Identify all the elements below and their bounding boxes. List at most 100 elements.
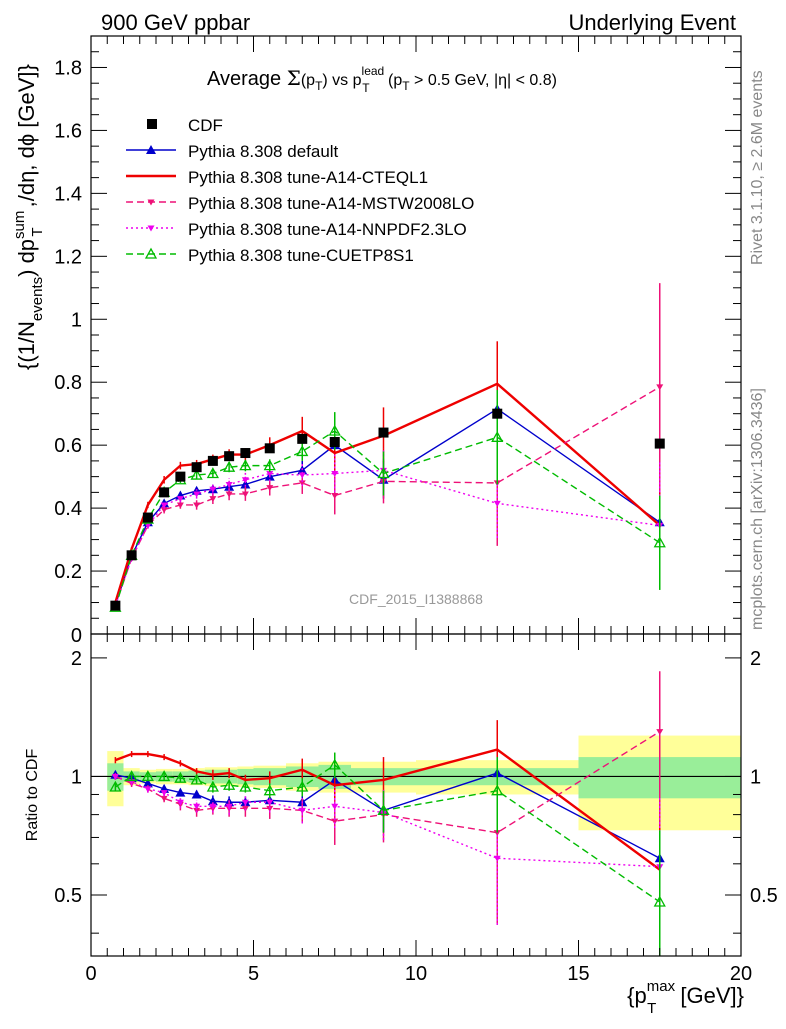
chart-title: Average Σ(pT) vs plead T (pT > 0.5 GeV, |…: [207, 64, 557, 95]
y-zero-label: 0: [71, 625, 82, 647]
cdf-data-point: [329, 437, 340, 448]
series-ratio-point: [144, 786, 152, 793]
legend-marker-2: [147, 199, 155, 206]
legend-marker-3: [147, 225, 155, 232]
cdf-data-point: [159, 487, 170, 498]
series-ratio-point: [175, 787, 186, 797]
cdf-data-point: [224, 451, 235, 462]
x-axis-label: {pmax T [GeV]}: [627, 978, 744, 1017]
cdf-data-point: [191, 462, 202, 473]
series-point: [331, 470, 339, 477]
series-3: [111, 448, 664, 956]
series-point: [493, 500, 501, 507]
series-point: [331, 493, 339, 500]
cdf-data-point: [142, 512, 153, 523]
x-tick-label: 10: [405, 963, 427, 985]
series-ratio-point: [263, 784, 276, 796]
cdf-data-point: [264, 443, 275, 454]
cdf-data-point: [207, 455, 218, 466]
legend: CDF Pythia 8.308 default Pythia 8.308 tune…: [126, 116, 474, 265]
cdf-data-point: [175, 471, 186, 482]
series-point: [209, 486, 217, 493]
legend-label-1: Pythia 8.308 tune-A14-CTEQL1: [188, 168, 428, 187]
ratio-tick-label-left: 1: [71, 766, 82, 788]
legend-marker-cdf: [147, 119, 157, 129]
series-point: [653, 536, 666, 548]
series-ratio-point: [331, 803, 339, 810]
ratio-tick-label-left: 2: [71, 648, 82, 670]
series-point: [160, 502, 168, 509]
series-ratio-point: [160, 790, 168, 797]
cdf-data-point: [126, 550, 137, 561]
series-point: [328, 424, 341, 436]
legend-marker-4: [144, 247, 158, 259]
series-ratio-point: [298, 807, 306, 814]
series-ratio-point: [241, 799, 249, 806]
analysis-watermark: CDF_2015_I1388868: [349, 591, 483, 607]
ratio-uncertainty-bands: [91, 735, 741, 831]
series-point: [263, 459, 276, 471]
series-ratio-point: [190, 773, 203, 785]
series-point: [225, 482, 233, 488]
ratio-tick-label-right: 2: [750, 648, 761, 670]
series-ratio-point: [266, 805, 274, 812]
series-point: [190, 468, 203, 480]
series-ratio-point: [193, 803, 201, 810]
ratio-tick-label-left: 0.5: [54, 885, 82, 907]
series-ratio-point: [125, 770, 138, 782]
series-ratio-point: [176, 799, 184, 806]
y-tick-label: 1.2: [54, 246, 82, 268]
series-point: [266, 470, 274, 477]
x-tick-label: 15: [567, 963, 589, 985]
ratio-tick-label-right: 1: [750, 766, 761, 788]
y-tick-label: 0.4: [54, 498, 82, 520]
series-point: [193, 491, 201, 498]
series-point: [223, 460, 236, 472]
cdf-data-point: [378, 427, 389, 438]
series-point: [656, 384, 664, 391]
y-tick-label: 0.2: [54, 561, 82, 583]
series-point: [176, 502, 184, 509]
y-axis-label: {(1/Nevents) dpsumT ,/dη, dϕ [GeV]}: [11, 64, 46, 370]
series-ratio-point: [111, 773, 119, 780]
axes-layer: 0 5 10 15 20 0.2 0.4 0.6 0.8 1 1.2 1.4 1.6 1.8 0 0.5 0.5…: [54, 35, 778, 985]
series-point: [240, 479, 251, 489]
series-ratio-point: [266, 799, 274, 806]
series-point: [206, 467, 219, 479]
cdf-data-point: [110, 600, 121, 611]
ratio-y-axis-label: Ratio to CDF: [24, 749, 41, 842]
legend-label-0: Pythia 8.308 default: [188, 142, 339, 161]
series-point: [193, 502, 201, 509]
y-tick-label: 1.8: [54, 57, 82, 79]
cdf-data-point: [492, 408, 503, 419]
ratio-tick-label-right: 0.5: [750, 885, 778, 907]
series-ratio-point: [109, 780, 122, 792]
y-tick-label: 1: [71, 309, 82, 331]
y-tick-label: 1.6: [54, 120, 82, 142]
series-ratio-point: [493, 830, 501, 837]
series-point: [241, 491, 249, 498]
series-ratio-point: [223, 778, 236, 790]
cdf-data-point: [240, 448, 251, 459]
series-ratio-point: [207, 796, 218, 806]
series-ratio-point: [491, 784, 504, 796]
series-ratio-point: [493, 855, 501, 862]
series-ratio-point: [142, 778, 153, 788]
header-left-label: 900 GeV ppbar: [101, 10, 250, 35]
series-ratio-point: [158, 770, 171, 782]
x-tick-label: 0: [85, 963, 96, 985]
series-ratio-point: [191, 789, 202, 799]
legend-marker-0: [146, 145, 156, 154]
cdf-data-point: [297, 433, 308, 444]
series-point: [209, 496, 217, 503]
series-ratio-point: [209, 803, 217, 810]
series-ratio-point: [206, 780, 219, 792]
series-point: [176, 496, 184, 503]
series-line-main: [114, 430, 661, 608]
series-point: [160, 507, 168, 514]
series-point: [377, 467, 390, 479]
x-tick-label: 5: [248, 963, 259, 985]
y-tick-label: 1.4: [54, 183, 82, 205]
